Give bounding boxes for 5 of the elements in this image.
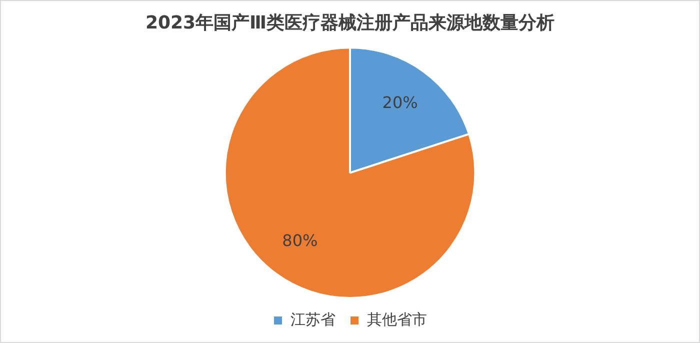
data-label: 80%: [282, 230, 318, 250]
legend-label: 江苏省: [290, 310, 336, 328]
legend-label: 其他省市: [367, 310, 427, 328]
data-label: 20%: [382, 93, 418, 112]
chart-title: 2023年国产Ⅲ类医疗器械注册产品来源地数量分析: [145, 12, 555, 34]
